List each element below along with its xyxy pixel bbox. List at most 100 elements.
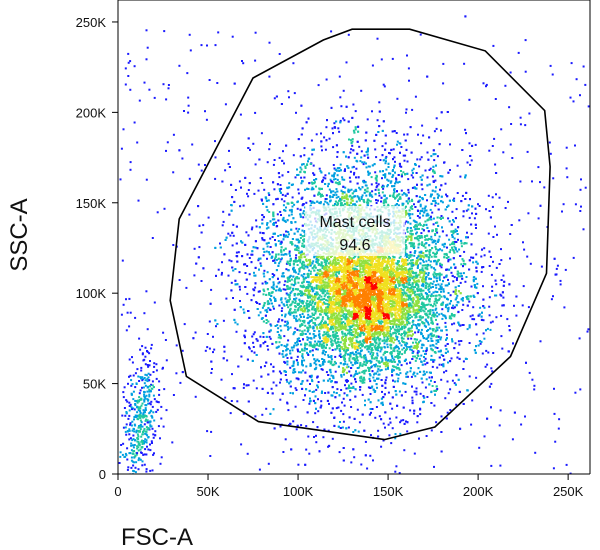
event-dot bbox=[261, 238, 264, 241]
event-dot bbox=[443, 276, 446, 279]
event-dot bbox=[422, 373, 425, 376]
event-dot bbox=[372, 335, 375, 338]
event-dot bbox=[492, 260, 494, 263]
event-dot bbox=[343, 368, 346, 371]
event-dot bbox=[269, 337, 272, 340]
event-dot bbox=[277, 282, 280, 285]
event-dot bbox=[419, 392, 422, 395]
event-dot bbox=[263, 188, 266, 191]
event-dot bbox=[449, 409, 452, 411]
event-dot bbox=[370, 176, 373, 179]
event-dot bbox=[303, 329, 306, 332]
event-dot bbox=[375, 179, 378, 182]
event-dot bbox=[451, 323, 453, 326]
event-dot bbox=[501, 304, 504, 307]
event-dot bbox=[376, 324, 378, 327]
event-dot bbox=[447, 310, 450, 313]
event-dot bbox=[411, 330, 413, 333]
event-dot bbox=[390, 442, 393, 445]
event-dot bbox=[279, 398, 282, 401]
event-dot bbox=[422, 309, 425, 312]
event-dot bbox=[350, 382, 353, 385]
event-dot bbox=[373, 345, 376, 348]
event-dot bbox=[417, 300, 420, 303]
event-dot bbox=[374, 188, 377, 191]
event-dot bbox=[331, 321, 334, 324]
event-dot bbox=[342, 321, 345, 323]
event-dot bbox=[328, 188, 331, 191]
event-dot bbox=[335, 188, 338, 191]
event-dot bbox=[424, 220, 427, 223]
event-dot bbox=[397, 340, 400, 343]
event-dot bbox=[483, 435, 486, 438]
event-dot bbox=[425, 209, 428, 212]
event-dot bbox=[283, 235, 285, 238]
event-dot bbox=[277, 235, 280, 237]
event-dot bbox=[395, 465, 398, 468]
event-dot bbox=[319, 365, 322, 367]
event-dot bbox=[452, 314, 455, 317]
event-dot bbox=[324, 148, 327, 151]
event-dot bbox=[250, 228, 253, 231]
event-dot bbox=[295, 297, 298, 300]
event-dot bbox=[293, 294, 296, 297]
event-dot bbox=[348, 204, 351, 207]
event-dot bbox=[317, 323, 320, 326]
event-dot bbox=[347, 258, 350, 261]
event-dot bbox=[297, 463, 300, 466]
event-dot bbox=[338, 182, 341, 185]
event-dot bbox=[305, 425, 308, 428]
event-dot bbox=[252, 379, 255, 382]
event-dot bbox=[410, 326, 413, 329]
event-dot bbox=[326, 201, 329, 204]
event-dot bbox=[406, 371, 409, 374]
event-dot bbox=[404, 154, 407, 157]
event-dot bbox=[292, 362, 295, 365]
event-dot bbox=[261, 199, 263, 202]
event-dot bbox=[422, 134, 425, 137]
event-dot bbox=[279, 336, 282, 338]
event-dot bbox=[433, 253, 436, 256]
event-dot bbox=[259, 335, 262, 338]
event-dot bbox=[456, 356, 459, 359]
event-dot bbox=[358, 366, 361, 369]
event-dot bbox=[259, 231, 262, 234]
event-dot bbox=[339, 119, 342, 122]
event-dot bbox=[369, 341, 372, 343]
event-dot bbox=[416, 267, 419, 269]
event-dot bbox=[453, 382, 456, 385]
event-dot bbox=[434, 221, 437, 224]
event-dot bbox=[422, 289, 425, 292]
event-dot bbox=[440, 295, 443, 298]
event-dot bbox=[384, 340, 387, 343]
event-dot bbox=[367, 350, 370, 353]
event-dot bbox=[539, 340, 542, 343]
event-dot bbox=[342, 117, 345, 120]
event-dot bbox=[428, 169, 431, 171]
event-dot bbox=[339, 163, 342, 166]
event-dot bbox=[252, 294, 255, 297]
event-dot bbox=[332, 178, 335, 181]
event-dot bbox=[382, 310, 385, 313]
event-dot bbox=[299, 215, 302, 218]
event-dot bbox=[402, 263, 404, 266]
event-dot bbox=[336, 178, 339, 181]
event-dot bbox=[392, 192, 395, 195]
event-dot bbox=[324, 273, 327, 276]
event-dot bbox=[378, 415, 381, 418]
event-dot bbox=[396, 140, 399, 143]
event-dot bbox=[398, 352, 401, 355]
event-dot bbox=[379, 337, 382, 340]
event-dot bbox=[295, 254, 298, 257]
event-dot bbox=[423, 310, 426, 313]
event-dot bbox=[315, 388, 318, 391]
event-dot bbox=[296, 337, 299, 340]
event-dot bbox=[427, 288, 430, 291]
event-dot bbox=[301, 281, 304, 284]
event-dot bbox=[246, 265, 249, 267]
event-dot bbox=[419, 158, 422, 161]
event-dot bbox=[522, 241, 524, 244]
event-dot bbox=[400, 189, 403, 192]
event-dot bbox=[448, 317, 451, 320]
event-dot bbox=[397, 282, 400, 285]
